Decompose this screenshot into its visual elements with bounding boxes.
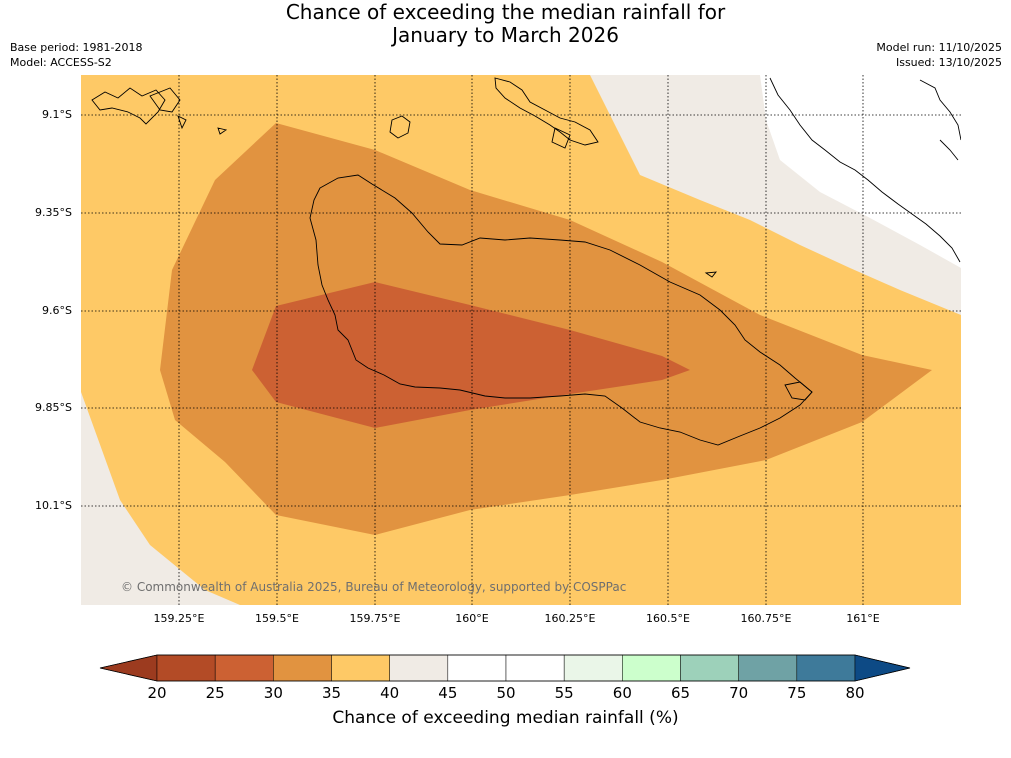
colorbar-cell-25-30 bbox=[214, 654, 274, 682]
lon-label-159-5: 159.5°E bbox=[255, 612, 299, 625]
colorbar-outline bbox=[99, 654, 911, 682]
colorbar-tick-40: 40 bbox=[380, 684, 400, 702]
base-period: Base period: 1981-2018 bbox=[10, 41, 143, 54]
title-line-1: Chance of exceeding the median rainfall … bbox=[285, 0, 726, 24]
zone-40-45-southwest bbox=[81, 392, 240, 605]
colorbar-cell-65-70 bbox=[680, 654, 739, 682]
colorbar-tick-80: 80 bbox=[845, 684, 865, 702]
coastlines bbox=[91, 77, 961, 446]
colorbar-cell-75-80 bbox=[796, 654, 856, 682]
colorbar-cell-70-75 bbox=[738, 654, 798, 682]
colorbar-cell-30-35 bbox=[273, 654, 332, 682]
copyright-notice: © Commonwealth of Australia 2025, Bureau… bbox=[121, 580, 627, 594]
colorbar-cell-60-65 bbox=[622, 654, 681, 682]
colorbar-cell-50-55 bbox=[505, 654, 565, 682]
colorbar-tick-55: 55 bbox=[554, 684, 574, 702]
zone-45-50-northeast bbox=[760, 75, 961, 268]
colorbar-tick-30: 30 bbox=[263, 684, 283, 702]
colorbar-tick-45: 45 bbox=[438, 684, 458, 702]
model-name: Model: ACCESS-S2 bbox=[10, 56, 112, 69]
lon-label-160-5: 160.5°E bbox=[646, 612, 690, 625]
colorbar-cell-20-25 bbox=[156, 654, 216, 682]
colorbar bbox=[99, 654, 911, 682]
issued-date: Issued: 13/10/2025 bbox=[895, 56, 1002, 69]
coastline-savo-island bbox=[389, 115, 411, 139]
coastline-makira bbox=[769, 77, 961, 263]
lon-label-161: 161°E bbox=[846, 612, 880, 625]
colorbar-cell-45-50 bbox=[447, 654, 507, 682]
zone-25-30 bbox=[252, 282, 690, 428]
colorbar-tick-20: 20 bbox=[147, 684, 167, 702]
title-line-2: January to March 2026 bbox=[392, 23, 619, 47]
colorbar-title: Chance of exceeding median rainfall (%) bbox=[332, 708, 679, 728]
graticule bbox=[81, 75, 961, 605]
colorbar-tick-75: 75 bbox=[787, 684, 807, 702]
colorbar-cell-55-60 bbox=[563, 654, 623, 682]
lat-label-9-6: 9.6°S bbox=[42, 304, 72, 317]
lon-label-160-25: 160.25°E bbox=[544, 612, 596, 625]
lat-label-9-85: 9.85°S bbox=[35, 401, 72, 414]
colorbar-cell-40-45 bbox=[389, 654, 449, 682]
coastline-malaita-tip bbox=[494, 77, 599, 149]
lat-label-9-35: 9.35°S bbox=[35, 206, 72, 219]
lat-label-10-1: 10.1°S bbox=[35, 499, 72, 512]
coastline-guadalcanal bbox=[309, 174, 813, 446]
colorbar-tick-65: 65 bbox=[670, 684, 691, 702]
coastline-florida-islands bbox=[91, 87, 228, 135]
colorbar-cell-35-40 bbox=[331, 654, 390, 682]
lat-label-9-1: 9.1°S bbox=[42, 108, 72, 121]
lon-label-159-75: 159.75°E bbox=[349, 612, 401, 625]
colorbar-tick-50: 50 bbox=[496, 684, 516, 702]
colorbar-over-arrow bbox=[854, 654, 911, 682]
model-run: Model run: 11/10/2025 bbox=[876, 41, 1002, 54]
coastline-east-islands bbox=[704, 79, 961, 401]
colorbar-tick-60: 60 bbox=[612, 684, 632, 702]
lon-label-160-75: 160.75°E bbox=[740, 612, 792, 625]
lon-label-159-25: 159.25°E bbox=[153, 612, 205, 625]
lon-label-160: 160°E bbox=[455, 612, 489, 625]
colorbar-tick-25: 25 bbox=[205, 684, 225, 702]
colorbar-under-arrow bbox=[99, 654, 158, 682]
colorbar-tick-70: 70 bbox=[729, 684, 749, 702]
colorbar-tick-35: 35 bbox=[321, 684, 342, 702]
